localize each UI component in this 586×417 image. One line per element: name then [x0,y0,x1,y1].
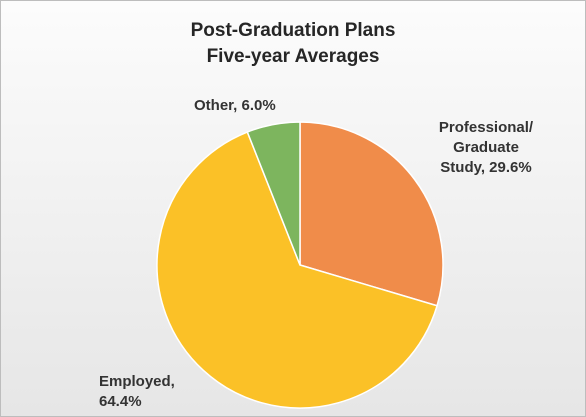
slice-label-employed: Employed, 64.4% [99,372,175,412]
chart-title-block: Post-Graduation Plans Five-year Averages [0,18,586,70]
slice-label-employed-line-2: 64.4% [99,393,142,410]
slice-label-professional-graduate-study: Professional/ Graduate Study, 29.6% [423,118,549,178]
slice-label-prof-line-1: Professional/ [438,119,534,136]
slice-label-other-line-1: Other, 6.0% [194,97,276,114]
slice-professional-graduate-study [299,121,444,307]
slice-label-other: Other, 6.0% [194,96,276,116]
chart-subtitle: Five-year Averages [206,46,380,67]
chart-title: Post-Graduation Plans [190,20,396,41]
slice-label-employed-line-1: Employed, [99,373,175,390]
slice-label-prof-line-2: Graduate [453,139,519,156]
slice-label-prof-line-3: Study, 29.6% [440,159,532,176]
slice-other [246,121,301,266]
slice-employed [156,131,439,409]
